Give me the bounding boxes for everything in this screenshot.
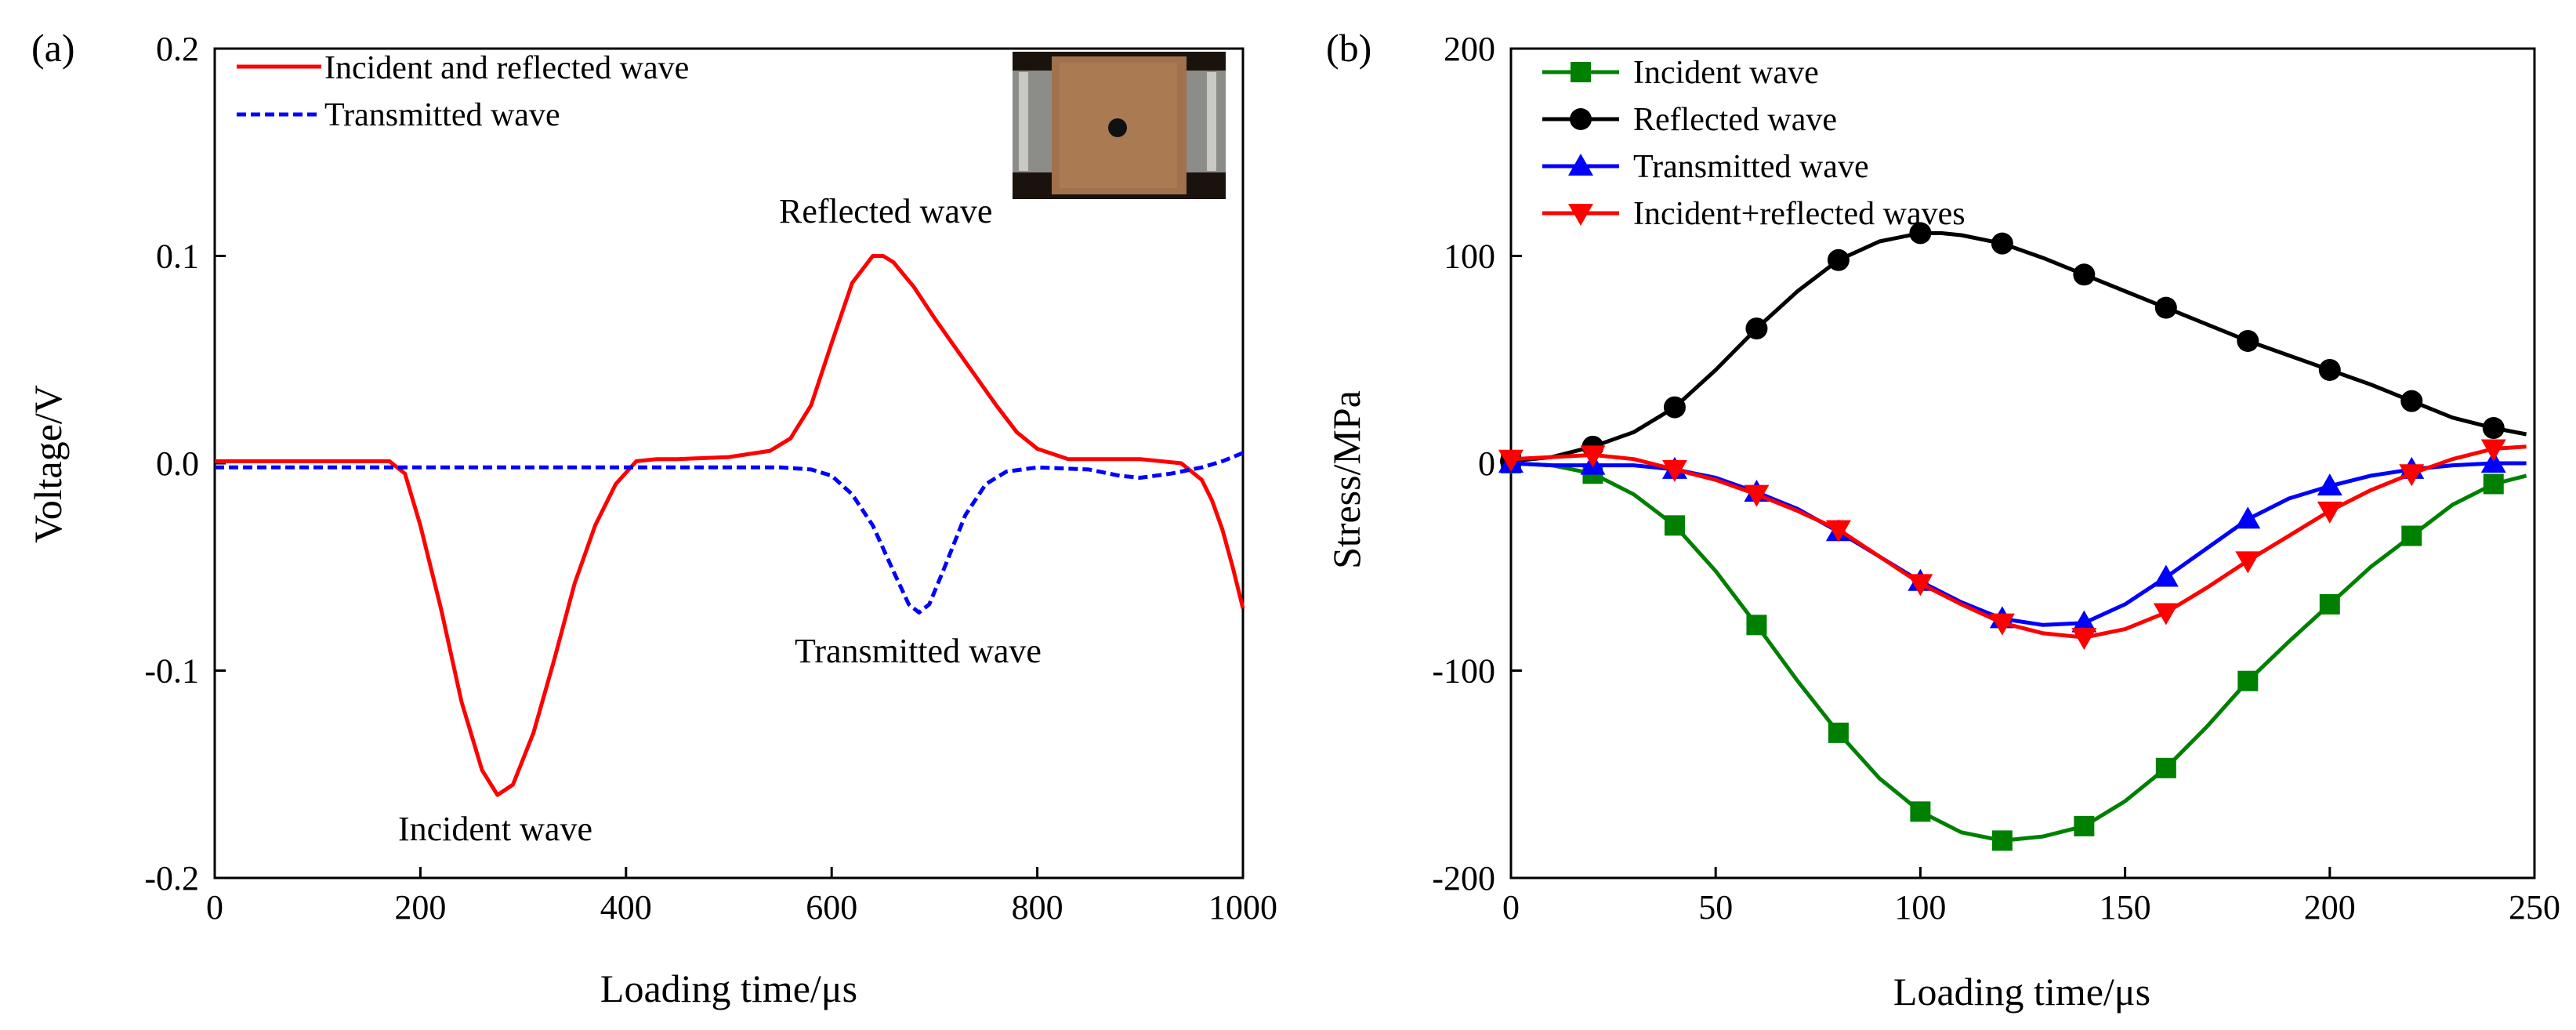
data-point-1: [1746, 615, 1767, 636]
data-point-3: [2153, 564, 2179, 587]
x-tick-label: 50: [1698, 888, 1733, 927]
series-line-4: [1510, 444, 2527, 640]
specimen-hole: [1108, 118, 1127, 137]
data-point-2: [2318, 358, 2341, 381]
data-point-4: [2399, 464, 2425, 487]
x-tick-label: 250: [2509, 888, 2560, 927]
data-point-2: [2400, 390, 2423, 412]
series-line-2: [215, 451, 1244, 615]
y-tick-label: 200: [1444, 30, 1495, 68]
data-point-1: [2237, 670, 2259, 691]
chart-a-legend: Incident and reflected wave Transmitted …: [237, 50, 689, 133]
data-point-4: [1744, 484, 1770, 507]
chart-b-series: [1498, 222, 2527, 851]
data-point-4: [2317, 501, 2342, 524]
data-point-2: [1663, 396, 1686, 419]
y-tick-label: 0: [1478, 444, 1495, 483]
data-point-3: [2317, 473, 2342, 496]
chart-a-annotation-incident: Incident wave: [398, 810, 592, 848]
x-tick-label: 100: [1894, 888, 1946, 927]
chart-a-legend-label-2: Transmitted wave: [324, 97, 560, 133]
chart-b-legend: Incident wave Reflected wave Transmitted w…: [1542, 55, 1966, 232]
data-point-2: [2154, 296, 2177, 319]
chart-a-x-axis-label: Loading time/μs: [600, 967, 857, 1010]
data-point-1: [2155, 757, 2176, 778]
data-point-4: [1825, 520, 1851, 542]
y-tick-label: 0.0: [156, 444, 199, 483]
y-tick-label: -0.2: [144, 859, 199, 898]
chart-a-legend-label-1: Incident and reflected wave: [324, 50, 689, 86]
x-tick-label: 150: [2100, 888, 2151, 927]
y-tick-label: -0.1: [144, 652, 199, 691]
chart-b-legend-label-3: Transmitted wave: [1633, 149, 1869, 185]
data-point-3: [2480, 451, 2506, 473]
x-tick-label: 0: [206, 888, 223, 927]
data-point-4: [2153, 603, 2179, 626]
x-tick-label: 800: [1012, 888, 1063, 927]
chart-b-x-axis-label: Loading time/μs: [1893, 970, 2150, 1014]
y-tick-label: 0.2: [156, 30, 199, 68]
series-line-1: [1510, 461, 2527, 843]
y-tick-label: 100: [1444, 238, 1495, 276]
panel-label-a: (a): [31, 26, 75, 70]
y-tick-label: 0.1: [156, 238, 199, 276]
data-point-1: [1991, 830, 2013, 851]
data-point-4: [1498, 449, 1523, 472]
data-point-4: [2071, 628, 2097, 651]
data-point-1: [1828, 722, 1849, 743]
series-line-1: [215, 254, 1245, 797]
x-tick-label: 200: [394, 888, 446, 927]
data-point-3: [2071, 610, 2097, 633]
x-tick-label: 600: [806, 888, 857, 927]
data-point-2: [2482, 417, 2505, 440]
chart-a-y-axis-label: Voltage/V: [26, 385, 70, 543]
y-tick-label: -100: [1432, 652, 1495, 691]
data-point-4: [1661, 459, 1687, 482]
data-point-1: [2074, 815, 2095, 836]
chart-b-legend-marker-4: [1568, 204, 1593, 226]
chart-b-legend-label-1: Incident wave: [1633, 55, 1819, 91]
data-point-4: [2235, 551, 2261, 574]
chart-a: 0 200 400 600 800 1000 -0.2 -0.1 0.0 0.1 0.2 Loadi…: [26, 30, 1277, 1010]
data-point-4: [2480, 439, 2506, 462]
data-point-2: [1827, 248, 1850, 271]
data-point-3: [2235, 506, 2261, 529]
chart-a-series: [215, 254, 1245, 797]
chart-b: 0 50 100 150 200 250 -200 -100 0 100 200 Loading t…: [1324, 30, 2560, 1014]
chart-a-annotation-transmitted: Transmitted wave: [795, 632, 1042, 670]
chart-b-y-axis-label: Stress/MPa: [1324, 390, 1368, 569]
chart-b-legend-marker-3: [1568, 154, 1593, 176]
x-tick-label: 400: [600, 888, 652, 927]
chart-b-legend-marker-1: [1571, 62, 1591, 82]
specimen-photo: [1013, 52, 1226, 199]
data-point-1: [2401, 525, 2422, 546]
data-point-1: [1664, 515, 1685, 536]
series-line-2: [1510, 230, 2527, 463]
data-point-2: [1909, 222, 1932, 245]
chart-b-ticks: 0 50 100 150 200 250 -200 -100 0 100 200: [1432, 30, 2560, 927]
x-tick-label: 200: [2304, 888, 2356, 927]
data-point-2: [2073, 263, 2096, 286]
chart-a-annotation-reflected: Reflected wave: [779, 192, 992, 230]
data-point-1: [2483, 473, 2504, 495]
data-point-1: [1910, 801, 1931, 822]
data-point-1: [2319, 593, 2340, 615]
data-point-2: [2237, 329, 2259, 352]
data-point-2: [1745, 317, 1768, 340]
data-point-2: [1991, 232, 2013, 255]
x-tick-label: 1000: [1208, 888, 1277, 927]
data-point-4: [1908, 574, 1933, 597]
x-tick-label: 0: [1502, 888, 1520, 927]
chart-b-legend-marker-2: [1570, 108, 1592, 130]
chart-b-legend-label-4: Incident+reflected waves: [1633, 196, 1966, 232]
chart-b-legend-label-2: Reflected wave: [1633, 102, 1837, 138]
y-tick-label: -200: [1432, 859, 1495, 898]
chart-a-ticks: 0 200 400 600 800 1000 -0.2 -0.1 0.0 0.1 0.2: [144, 30, 1277, 927]
data-point-4: [1989, 613, 2015, 636]
panel-label-b: (b): [1326, 26, 1371, 70]
data-point-4: [1580, 445, 1606, 468]
